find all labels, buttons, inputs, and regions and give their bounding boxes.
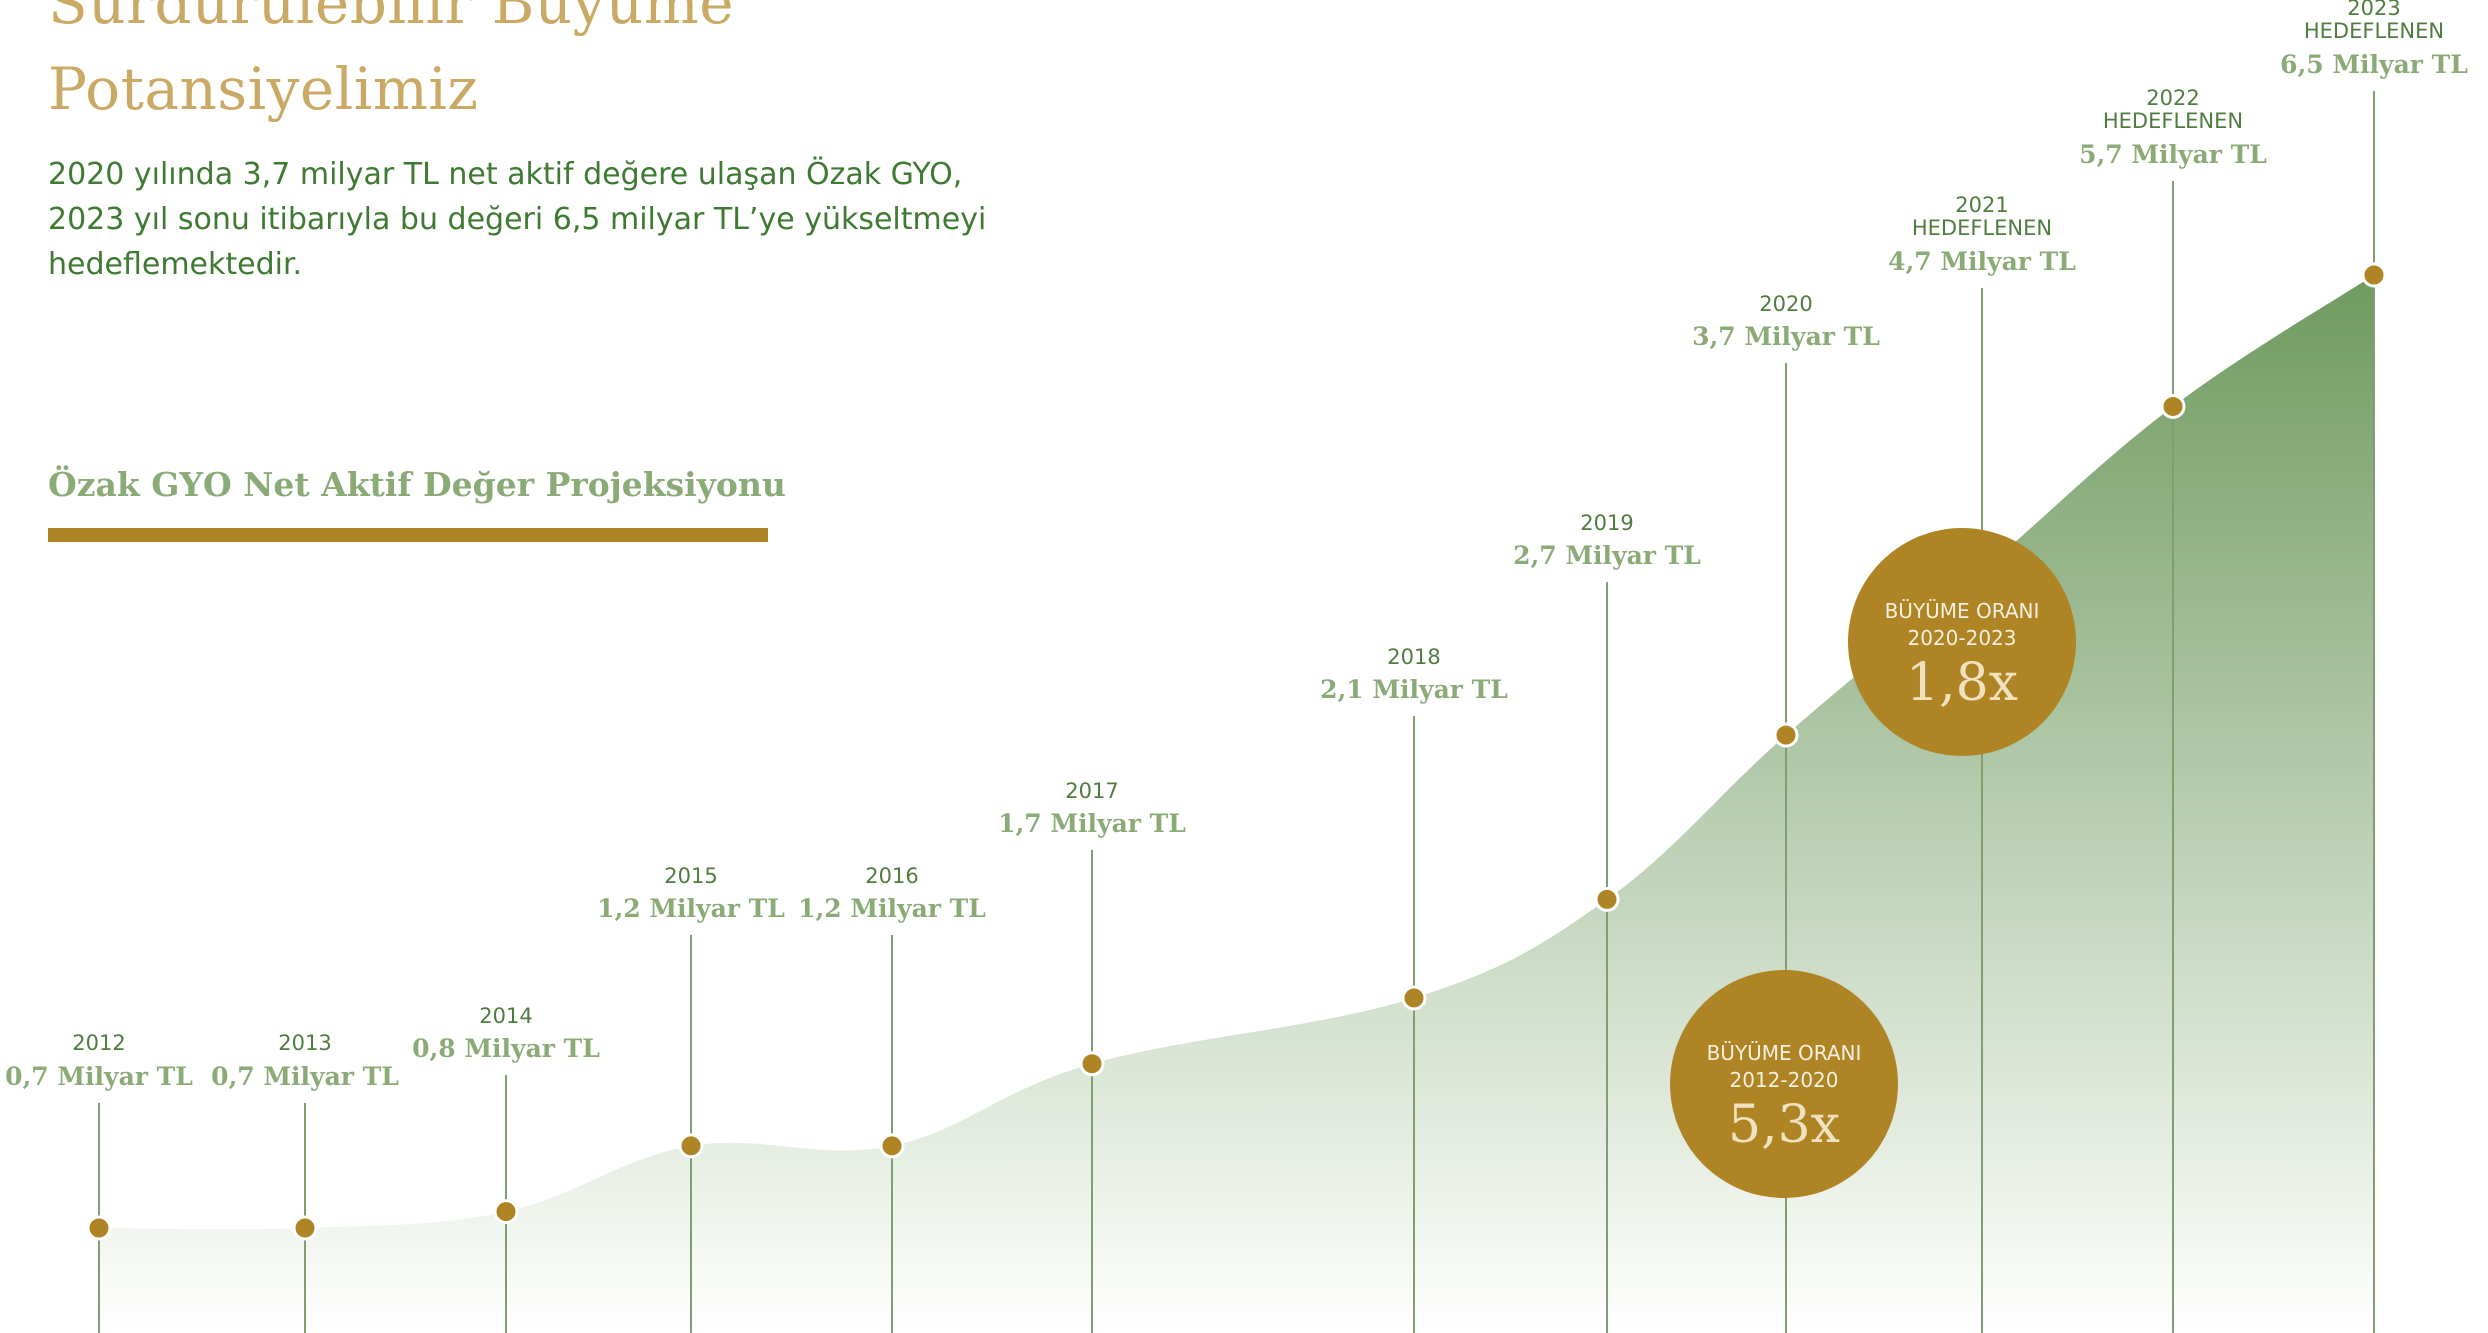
year-label-2016: 2016 [865, 864, 918, 888]
title-line-1: Sürdürülebilir Büyüme [48, 0, 735, 37]
value-label-2021: 4,7 Milyar TL [1888, 247, 2076, 276]
value-label-2023: 6,5 Milyar TL [2280, 50, 2468, 79]
growth-badge-value: 1,8x [1905, 653, 2019, 713]
year-label-2017: 2017 [1065, 779, 1118, 803]
year-label-2018: 2018 [1387, 645, 1440, 669]
data-point-2014 [493, 1199, 519, 1225]
data-point-2019 [1594, 886, 1620, 912]
data-point-2017 [1079, 1051, 1105, 1077]
value-label-2020: 3,7 Milyar TL [1692, 322, 1880, 351]
year-label-2023: 2023 [2347, 0, 2400, 20]
value-label-2017: 1,7 Milyar TL [998, 809, 1186, 838]
data-point-2013 [292, 1215, 318, 1241]
value-label-2014: 0,8 Milyar TL [412, 1034, 600, 1063]
value-label-2018: 2,1 Milyar TL [1320, 675, 1508, 704]
target-label-2022: HEDEFLENEN [2103, 109, 2243, 133]
growth-badge-period: 2020-2023 [1907, 626, 2017, 650]
value-label-2022: 5,7 Milyar TL [2079, 140, 2267, 169]
area-fill [99, 275, 2374, 1333]
value-label-2019: 2,7 Milyar TL [1513, 541, 1701, 570]
growth-badge-label: BÜYÜME ORANI [1706, 1041, 1862, 1065]
target-label-2021: HEDEFLENEN [1912, 216, 2052, 240]
growth-badge-value: 5,3x [1727, 1095, 1841, 1155]
title-line-2: Potansiyelimiz [48, 55, 479, 123]
data-point-2018 [1401, 985, 1427, 1011]
title-underline [48, 528, 768, 542]
value-label-2013: 0,7 Milyar TL [211, 1062, 399, 1091]
data-point-2023 [2361, 262, 2387, 288]
value-label-2015: 1,2 Milyar TL [597, 894, 785, 923]
chart-title: Özak GYO Net Aktif Değer Projeksiyonu [48, 465, 786, 504]
growth-badge-period: 2012-2020 [1729, 1068, 1839, 1092]
year-label-2015: 2015 [664, 864, 717, 888]
description-text: 2020 yılında 3,7 milyar TL net aktif değ… [48, 157, 987, 282]
growth-badge-2012-2020: BÜYÜME ORANI 2012-2020 5,3x [1670, 970, 1898, 1198]
year-label-2014: 2014 [479, 1004, 532, 1028]
data-point-2016 [879, 1133, 905, 1159]
year-label-2022: 2022 [2146, 86, 2199, 110]
year-label-2021: 2021 [1955, 193, 2008, 217]
data-point-2022 [2160, 393, 2186, 419]
year-label-2012: 2012 [72, 1031, 125, 1055]
growth-badge-2020-2023: BÜYÜME ORANI 2020-2023 1,8x [1848, 528, 2076, 756]
year-label-2020: 2020 [1759, 292, 1812, 316]
growth-badge-label: BÜYÜME ORANI [1884, 599, 2040, 623]
target-label-2023: HEDEFLENEN [2304, 19, 2444, 43]
year-label-2019: 2019 [1580, 511, 1633, 535]
year-label-2013: 2013 [278, 1031, 331, 1055]
value-label-2012: 0,7 Milyar TL [5, 1062, 193, 1091]
page-title: Sürdürülebilir Büyüme Potansiyelimiz [48, 0, 734, 132]
data-point-2020 [1773, 722, 1799, 748]
data-point-2015 [678, 1133, 704, 1159]
data-point-2012 [86, 1215, 112, 1241]
value-label-2016: 1,2 Milyar TL [798, 894, 986, 923]
